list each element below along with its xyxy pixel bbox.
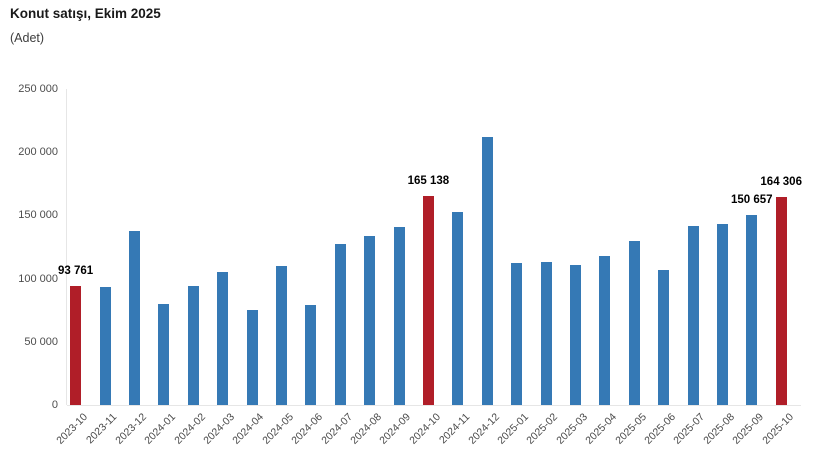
- bar-2024-12[interactable]: [481, 137, 493, 405]
- x-tick-label-2023-11: 2023-11: [84, 411, 120, 447]
- bar-2025-06[interactable]: [658, 269, 670, 405]
- bar-2024-01[interactable]: [158, 303, 170, 405]
- y-tick-label-250000: 250 000: [18, 83, 58, 95]
- y-tick-label-0: 0: [51, 399, 58, 411]
- x-tick-label-2025-02: 2025-02: [524, 411, 561, 447]
- x-tick-label-2024-12: 2024-12: [465, 411, 502, 447]
- x-tick-label-2025-05: 2025-05: [612, 411, 649, 447]
- x-tick-label-2025-10: 2025-10: [759, 411, 796, 447]
- bar-2025-07[interactable]: [687, 225, 699, 405]
- bar-2025-09[interactable]: [746, 214, 758, 405]
- bar-2023-10[interactable]: [70, 286, 82, 405]
- bar-2025-01[interactable]: [511, 263, 523, 405]
- bar-2024-02[interactable]: [187, 286, 199, 405]
- y-axis-line: [66, 89, 67, 405]
- bar-2025-05[interactable]: [628, 240, 640, 405]
- bar-2024-03[interactable]: [217, 272, 229, 405]
- x-tick-label-2024-06: 2024-06: [289, 411, 326, 447]
- x-tick-label-2023-12: 2023-12: [113, 411, 149, 447]
- x-tick-label-2025-07: 2025-07: [671, 411, 708, 447]
- x-tick-label-2024-11: 2024-11: [437, 411, 473, 447]
- bar-2024-09[interactable]: [393, 226, 405, 405]
- x-tick-label-2025-06: 2025-06: [642, 411, 679, 447]
- chart-subtitle: (Adet): [10, 31, 45, 45]
- bar-2024-04[interactable]: [246, 310, 258, 405]
- x-tick-label-2024-02: 2024-02: [171, 411, 208, 447]
- x-tick-label-2025-08: 2025-08: [701, 411, 737, 447]
- x-tick-label-2024-07: 2024-07: [318, 411, 355, 447]
- x-tick-label-2025-09: 2025-09: [730, 411, 767, 447]
- y-tick-label-100000: 100 000: [18, 272, 58, 285]
- bar-2024-10[interactable]: [422, 196, 434, 405]
- x-tick-label-2023-10: 2023-10: [54, 411, 91, 447]
- bar-2025-08[interactable]: [716, 224, 728, 405]
- bar-2024-11[interactable]: [452, 211, 464, 405]
- bar-2025-02[interactable]: [540, 262, 552, 405]
- x-tick-label-2024-05: 2024-05: [260, 411, 296, 447]
- bar-2023-12[interactable]: [128, 230, 140, 405]
- x-tick-label-2024-03: 2024-03: [201, 411, 238, 447]
- x-axis-line: [67, 405, 801, 406]
- bar-2024-06[interactable]: [305, 305, 317, 405]
- x-tick-label-2024-01: 2024-01: [142, 411, 179, 447]
- x-tick-label-2024-10: 2024-10: [407, 411, 443, 447]
- bar-2025-04[interactable]: [599, 255, 611, 405]
- x-tick-label-2024-08: 2024-08: [348, 411, 385, 447]
- chart-title: Konut satışı, Ekim 2025: [10, 6, 161, 21]
- bar-2024-07[interactable]: [334, 244, 346, 405]
- data-label-2025-09: 150 657: [731, 193, 773, 206]
- x-tick-label-2025-01: 2025-01: [495, 411, 532, 447]
- y-tick-label-50000: 50 000: [24, 335, 58, 348]
- data-label-2025-10: 164 306: [760, 176, 802, 189]
- bar-2025-10[interactable]: [775, 197, 787, 405]
- data-label-2024-10: 165 138: [407, 175, 450, 188]
- y-tick-label-150000: 150 000: [18, 209, 58, 222]
- x-tick-label-2024-04: 2024-04: [230, 411, 267, 447]
- y-tick-label-200000: 200 000: [18, 146, 58, 159]
- bar-2024-05[interactable]: [275, 265, 287, 405]
- bar-2025-03[interactable]: [569, 264, 581, 405]
- bar-2024-08[interactable]: [364, 235, 376, 405]
- data-label-2023-10: 93 761: [58, 265, 94, 278]
- x-tick-label-2025-04: 2025-04: [583, 411, 620, 447]
- x-tick-label-2025-03: 2025-03: [554, 411, 590, 447]
- bar-2023-11[interactable]: [99, 287, 111, 405]
- x-tick-label-2024-09: 2024-09: [377, 411, 414, 447]
